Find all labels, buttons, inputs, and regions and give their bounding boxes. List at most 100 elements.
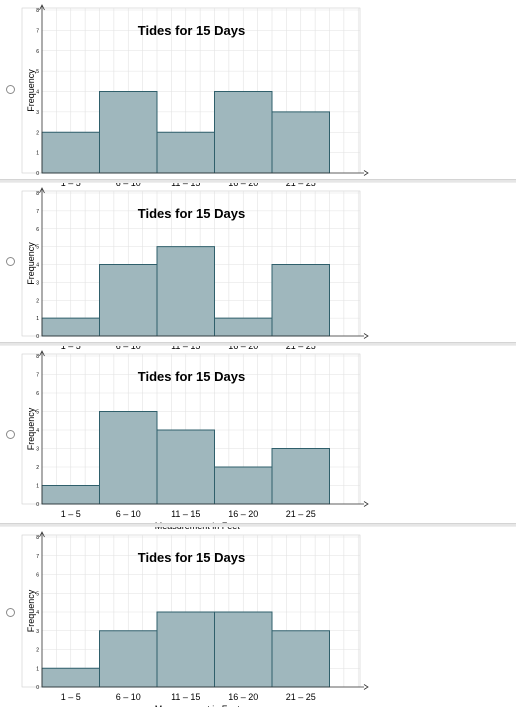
x-tick-label: 11 – 15: [171, 341, 200, 351]
x-axis-arrow-icon: [363, 684, 369, 690]
histogram-bar: [99, 630, 158, 688]
y-tick-label: 7: [36, 554, 39, 560]
y-tick-label: 2: [36, 298, 39, 304]
histogram-bar: [99, 264, 158, 337]
y-tick-label: 1: [36, 151, 39, 157]
chart-title: Tides for 15 Days: [138, 206, 245, 221]
y-tick-label: 8: [36, 535, 39, 541]
x-tick-label: 11 – 15: [171, 509, 200, 519]
histogram-bar: [271, 448, 330, 505]
y-tick-label: 5: [36, 410, 39, 416]
histogram-bar: [156, 246, 215, 337]
x-tick-label: 1 – 5: [61, 341, 81, 351]
y-tick-label: 2: [36, 130, 39, 136]
y-axis-arrow-icon: [39, 4, 45, 11]
x-tick-label: 21 – 25: [286, 509, 316, 519]
option-separator: [0, 342, 516, 346]
x-tick-label: 21 – 25: [286, 178, 316, 188]
x-tick-label: 1 – 5: [61, 178, 81, 188]
histogram-bar: [41, 317, 100, 337]
histogram-option-b: 0 1 2 3 4 5 6 7 8 1 – 5 6 – 10 11 – 15 16 – 20 21 – 2…: [21, 187, 369, 363]
x-tick-label: 16 – 20: [228, 178, 258, 188]
histogram-bar: [156, 429, 215, 505]
histogram-bar: [271, 111, 330, 174]
chart-title: Tides for 15 Days: [138, 369, 245, 384]
y-tick-label: 3: [36, 110, 39, 116]
histogram-bar: [41, 485, 100, 505]
x-axis-label: Measurement in Feet: [155, 704, 241, 707]
answer-option-c: 0 1 2 3 4 5 6 7 8 1 – 5 6 – 10 11 – 15 16 – 20 21 – 2…: [0, 346, 516, 531]
answer-option-a: 0 1 2 3 4 5 6 7 8 1 – 5 6 – 10 11 – 15 16 – 20 21 – 2…: [0, 0, 516, 200]
answer-option-b: 0 1 2 3 4 5 6 7 8 1 – 5 6 – 10 11 – 15 16 – 20 21 – 2…: [0, 183, 516, 363]
y-axis-arrow-icon: [39, 350, 45, 357]
y-axis-label: Frequency: [26, 407, 36, 450]
y-tick-label: 1: [36, 484, 39, 490]
histogram-bar: [156, 131, 215, 174]
option-separator: [0, 179, 516, 183]
radio-option-c[interactable]: [6, 430, 15, 439]
y-tick-label: 0: [36, 334, 39, 340]
histogram-bar: [156, 611, 215, 688]
y-tick-label: 8: [36, 354, 39, 360]
x-tick-label: 16 – 20: [228, 341, 258, 351]
y-tick-label: 1: [36, 316, 39, 322]
x-tick-label: 21 – 25: [286, 692, 316, 702]
y-tick-label: 8: [36, 191, 39, 197]
y-axis-arrow-icon: [39, 187, 45, 194]
y-tick-label: 7: [36, 209, 39, 215]
y-tick-label: 0: [36, 502, 39, 508]
x-axis-arrow-icon: [363, 501, 369, 507]
radio-option-d[interactable]: [6, 608, 15, 617]
y-axis-label: Frequency: [26, 69, 36, 112]
x-tick-label: 16 – 20: [228, 509, 258, 519]
histogram-option-d: 0 1 2 3 4 5 6 7 8 1 – 5 6 – 10 11 – 15 16 – 20 21 – 2…: [21, 531, 369, 707]
y-tick-label: 4: [36, 263, 39, 269]
chart-title: Tides for 15 Days: [138, 23, 245, 38]
y-tick-label: 5: [36, 591, 39, 597]
answer-option-d: 0 1 2 3 4 5 6 7 8 1 – 5 6 – 10 11 – 15 16 – 20 21 – 2…: [0, 527, 516, 707]
histogram-bar: [99, 411, 158, 505]
x-tick-label: 1 – 5: [61, 692, 81, 702]
y-tick-label: 0: [36, 171, 39, 177]
x-tick-label: 16 – 20: [228, 692, 258, 702]
y-tick-label: 6: [36, 573, 39, 579]
histogram-bar: [271, 630, 330, 688]
y-tick-label: 3: [36, 629, 39, 635]
histogram-bar: [271, 264, 330, 337]
y-tick-label: 6: [36, 391, 39, 397]
y-tick-label: 7: [36, 28, 39, 34]
y-tick-label: 4: [36, 90, 39, 96]
x-tick-label: 6 – 10: [116, 341, 141, 351]
histogram-option-a: 0 1 2 3 4 5 6 7 8 1 – 5 6 – 10 11 – 15 16 – 20 21 – 2…: [21, 4, 369, 200]
x-tick-label: 6 – 10: [116, 509, 141, 519]
radio-option-b[interactable]: [6, 257, 15, 266]
x-tick-label: 6 – 10: [116, 178, 141, 188]
option-separator: [0, 523, 516, 527]
histogram-option-c: 0 1 2 3 4 5 6 7 8 1 – 5 6 – 10 11 – 15 16 – 20 21 – 2…: [21, 350, 369, 531]
x-axis-arrow-icon: [363, 333, 369, 339]
x-axis-arrow-icon: [363, 170, 369, 176]
y-tick-label: 2: [36, 648, 39, 654]
y-tick-label: 1: [36, 666, 39, 672]
x-tick-label: 21 – 25: [286, 341, 316, 351]
y-axis-label: Frequency: [26, 589, 36, 632]
histogram-bar: [214, 91, 273, 174]
histogram-bar: [41, 131, 100, 174]
x-tick-label: 11 – 15: [171, 692, 200, 702]
y-axis-arrow-icon: [39, 531, 45, 538]
histogram-bar: [214, 466, 273, 505]
x-tick-label: 11 – 15: [171, 178, 200, 188]
y-tick-label: 0: [36, 685, 39, 691]
histogram-bar: [41, 667, 100, 688]
histogram-bar: [99, 91, 158, 174]
y-tick-label: 5: [36, 245, 39, 251]
y-tick-label: 8: [36, 8, 39, 14]
histogram-bar: [214, 317, 273, 337]
chart-title: Tides for 15 Days: [138, 550, 245, 565]
y-tick-label: 5: [36, 69, 39, 75]
y-axis-label: Frequency: [26, 242, 36, 285]
x-tick-label: 6 – 10: [116, 692, 141, 702]
y-tick-label: 4: [36, 610, 39, 616]
y-tick-label: 3: [36, 280, 39, 286]
radio-option-a[interactable]: [6, 85, 15, 94]
